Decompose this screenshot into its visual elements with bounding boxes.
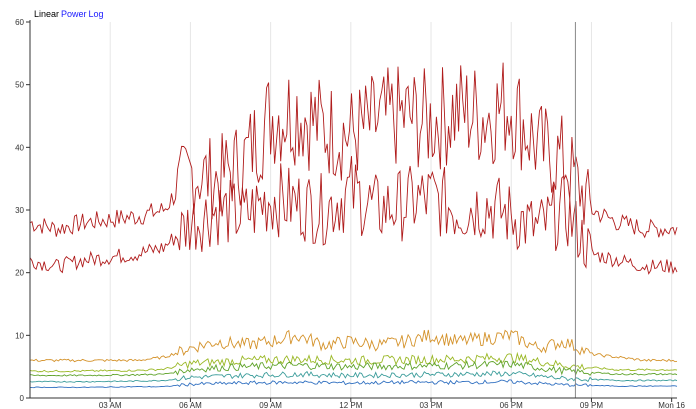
x-tick-label: 06 PM	[500, 401, 523, 409]
series-line	[29, 351, 678, 373]
series-lines	[29, 62, 678, 389]
y-tick-label: 10	[15, 331, 24, 340]
scale-switch: Linear Power Log	[34, 9, 106, 19]
x-tick-label: 09 PM	[580, 401, 603, 409]
x-tick-label: Mon 16	[658, 401, 685, 409]
grid	[109, 22, 673, 398]
series-line	[29, 370, 678, 383]
series-line	[29, 62, 678, 239]
y-tick-label: 30	[15, 206, 24, 215]
scale-option-log[interactable]: Log	[88, 9, 104, 19]
series-line	[29, 329, 678, 363]
y-tick-label: 40	[15, 143, 24, 152]
y-tick-label: 50	[15, 81, 24, 90]
axes: 0 10 20 30 40 50 60 03 AM 06 AM 09 AM 12 PM 03 PM 06…	[15, 18, 685, 409]
scale-option-linear[interactable]: Linear	[34, 9, 60, 19]
series-line	[29, 156, 678, 275]
x-tick-label: 09 AM	[259, 401, 282, 409]
y-tick-label: 60	[15, 18, 24, 27]
x-tick-label: 03 PM	[419, 401, 442, 409]
series-line	[29, 359, 678, 377]
x-tick-label: 12 PM	[339, 401, 362, 409]
x-tick-label: 06 AM	[179, 401, 202, 409]
x-tick-label: 03 AM	[99, 401, 122, 409]
y-tick-label: 20	[15, 269, 24, 278]
y-tick-label: 0	[20, 394, 25, 403]
scale-option-power[interactable]: Power	[61, 9, 87, 19]
series-line	[29, 379, 678, 389]
